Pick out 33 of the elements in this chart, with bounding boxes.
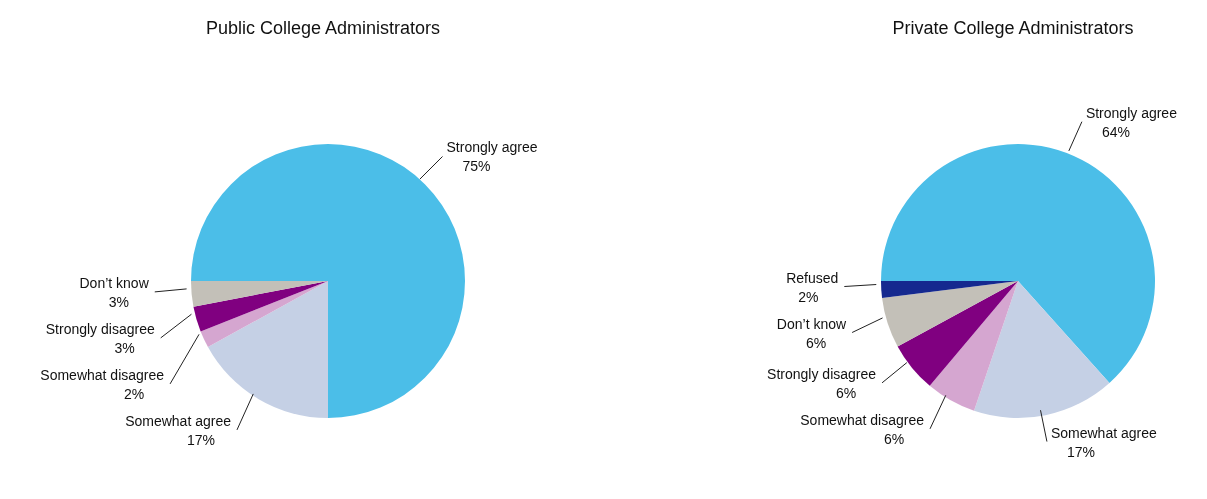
slice-label: Strongly agree	[446, 139, 538, 156]
slice-label: Somewhat disagree	[800, 411, 925, 428]
data-label: 3%	[108, 293, 129, 310]
data-label: 6%	[883, 430, 905, 447]
pie-slice	[929, 281, 1018, 411]
pie-slice	[200, 281, 328, 347]
pie-slice	[193, 281, 328, 332]
slice-label: Somewhat agree	[1050, 424, 1157, 441]
data-label: 17%	[186, 431, 215, 448]
slice-label: Don’t know	[776, 315, 847, 332]
pie-slice	[881, 144, 1155, 383]
chart-title: Private College Administrators	[891, 18, 1135, 39]
slice-label: Refused	[786, 269, 839, 286]
data-label: 6%	[835, 384, 857, 401]
slice-label: Don’t know	[79, 274, 150, 291]
pie-slice	[207, 281, 328, 418]
data-label: 2%	[798, 288, 819, 305]
data-label: 17%	[1066, 443, 1095, 460]
data-label: 64%	[1101, 123, 1130, 140]
slice-label: Strongly agree	[1085, 104, 1178, 121]
slice-label: Strongly disagree	[45, 320, 155, 337]
pie-slice	[897, 281, 1018, 386]
pie-slice	[191, 281, 328, 307]
data-label: 2%	[123, 385, 145, 402]
data-label: 3%	[114, 339, 135, 356]
data-label: 75%	[462, 158, 491, 175]
pie-slice	[974, 281, 1110, 418]
slice-label: Somewhat agree	[125, 412, 232, 429]
slice-label: Somewhat disagree	[40, 366, 165, 383]
chart-title: Public College Administrators	[204, 18, 442, 39]
data-label: 6%	[805, 334, 827, 351]
pie-slice	[882, 281, 1018, 347]
slice-label: Strongly disagree	[767, 365, 877, 382]
